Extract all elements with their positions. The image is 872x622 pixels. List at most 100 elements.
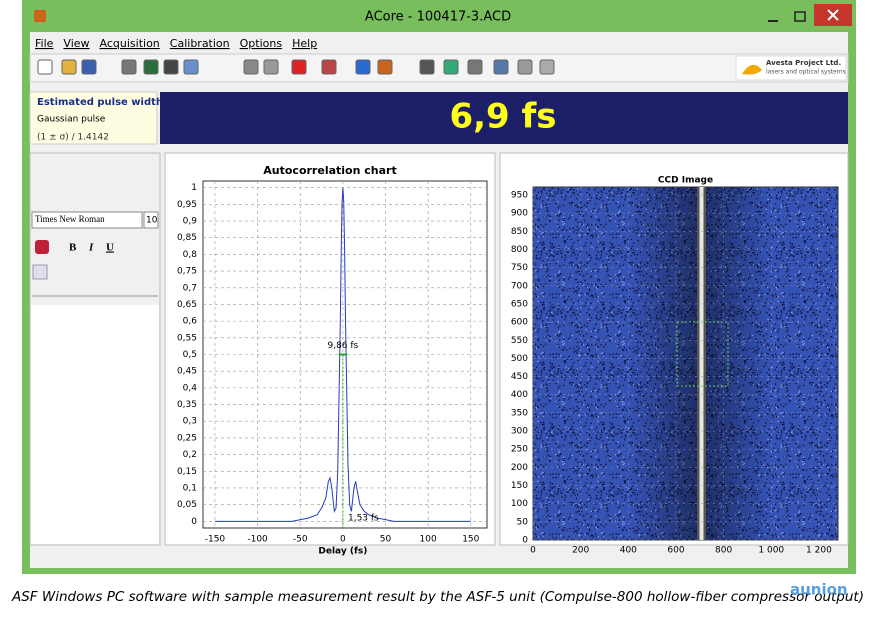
result-display <box>160 92 848 144</box>
toolbar-button[interactable] <box>467 59 483 75</box>
y-tick-label: 0,45 <box>177 367 197 377</box>
logo-name: Avesta Project Ltd. <box>766 59 841 67</box>
y-tick-label: 0 <box>191 517 197 527</box>
editor-text-area[interactable] <box>31 305 159 544</box>
toolbar-button[interactable] <box>143 59 159 75</box>
caption: ASF Windows PC software with sample meas… <box>11 589 864 605</box>
toolbar-button[interactable] <box>183 59 199 75</box>
toolbar-button[interactable] <box>517 59 533 75</box>
font-size: 10 <box>146 216 158 226</box>
toolbar-button[interactable] <box>243 59 259 75</box>
y-tick-label: 600 <box>511 318 528 328</box>
app-icon <box>34 10 46 22</box>
y-tick-label: 0,05 <box>177 500 197 510</box>
pulse-type: Gaussian pulse <box>37 115 106 125</box>
toolbar-button[interactable] <box>355 59 371 75</box>
x-tick-label: 50 <box>380 535 392 545</box>
x-tick-label: 400 <box>620 546 637 556</box>
y-tick-label: 0,95 <box>177 200 197 210</box>
menu-item[interactable]: Calibration <box>170 37 230 50</box>
y-tick-label: 0,8 <box>183 250 198 260</box>
y-tick-label: 400 <box>511 390 528 400</box>
y-tick-label: 0,4 <box>183 383 198 393</box>
menu-item[interactable]: Help <box>292 37 317 50</box>
toolbar-button[interactable] <box>539 59 555 75</box>
annotation: 9,86 fs <box>327 341 358 351</box>
y-tick-label: 0,25 <box>177 433 197 443</box>
y-tick-label: 0,2 <box>183 450 197 460</box>
menu-item[interactable]: Acquisition <box>100 37 160 50</box>
y-tick-label: 300 <box>511 427 528 437</box>
toolbar-button[interactable] <box>443 59 459 75</box>
align-button[interactable] <box>32 264 48 280</box>
y-tick-label: 500 <box>511 354 528 364</box>
y-tick-label: 0 <box>522 536 528 546</box>
toolbar-button[interactable] <box>263 59 279 75</box>
maximize-button[interactable] <box>794 11 806 22</box>
font-name: Times New Roman <box>35 214 105 224</box>
toolbar-button[interactable] <box>419 59 435 75</box>
toolbar-button[interactable] <box>81 59 97 75</box>
y-tick-label: 50 <box>517 517 529 527</box>
toolbar-button[interactable] <box>37 59 53 75</box>
pulse-width-value: 6,9 fs <box>449 97 556 137</box>
y-tick-label: 850 <box>511 227 528 237</box>
y-tick-label: 0,3 <box>183 417 197 427</box>
font-select[interactable] <box>31 211 143 229</box>
x-tick-label: 1 000 <box>758 546 784 556</box>
underline-button[interactable]: U <box>106 242 114 254</box>
x-tick-label: 600 <box>667 546 684 556</box>
toolbar-button[interactable] <box>377 59 393 75</box>
close-icon <box>827 9 839 21</box>
y-tick-label: 0,9 <box>183 217 198 227</box>
y-tick-label: 0,75 <box>177 267 197 277</box>
menu-item[interactable]: Options <box>240 37 283 50</box>
autocorrelation-chart: Autocorrelation chart 0 0,05 0,1 0,15 0,2 0,25… <box>177 164 488 557</box>
x-tick-label: 0 <box>340 535 346 545</box>
y-tick-label: 0,65 <box>177 300 197 310</box>
y-tick-label: 550 <box>511 336 528 346</box>
x-tick-label: 1 200 <box>806 546 832 556</box>
ccd-chart: CCD Image 0 50 100 150 200 250 300 350 400 450 500 5… <box>511 176 839 556</box>
x-tick-label: 150 <box>462 535 479 545</box>
logo-tagline: lasers and optical systems <box>766 69 846 76</box>
y-tick-label: 200 <box>511 463 528 473</box>
toolbar-icons <box>37 59 555 75</box>
result-heading: Estimated pulse width <box>37 97 163 108</box>
menu-item[interactable]: View <box>63 37 89 50</box>
size-select[interactable] <box>143 211 159 229</box>
y-tick-label: 800 <box>511 245 528 255</box>
x-tick-label: 800 <box>715 546 732 556</box>
toolbar-button[interactable] <box>163 59 179 75</box>
beam-stripe <box>699 187 704 540</box>
menu-item[interactable]: File <box>35 37 54 50</box>
y-tick-label: 0,7 <box>183 283 197 293</box>
x-tick-label: 0 <box>530 546 536 556</box>
y-tick-label: 1 <box>191 183 197 193</box>
bold-button[interactable]: B <box>69 242 77 254</box>
toolbar-button[interactable] <box>291 59 307 75</box>
toolbar-button[interactable] <box>321 59 337 75</box>
pulse-formula: (1 ± σ) / 1.4142 <box>37 133 109 143</box>
toolbar-button[interactable] <box>61 59 77 75</box>
x-tick-label: -150 <box>205 535 226 545</box>
y-tick-label: 0,55 <box>177 333 197 343</box>
result-info <box>29 91 158 145</box>
chart-title: Autocorrelation chart <box>263 164 396 177</box>
x-axis-label: Delay (fs) <box>318 547 367 557</box>
toolbar-button[interactable] <box>493 59 509 75</box>
y-tick-label: 950 <box>511 190 528 200</box>
menu-bar: File View Acquisition Calibration Options Hel… <box>35 37 317 50</box>
y-tick-label: 0,6 <box>183 317 198 327</box>
x-tick-label: 100 <box>420 535 437 545</box>
y-tick-label: 0,85 <box>177 233 197 243</box>
annotation: 1,53 fs <box>348 514 379 524</box>
y-tick-label: 0,5 <box>183 350 197 360</box>
toolbar-button[interactable] <box>121 59 137 75</box>
color-button[interactable] <box>35 240 49 254</box>
y-tick-label: 350 <box>511 408 528 418</box>
y-tick-label: 700 <box>511 281 528 291</box>
italic-button[interactable]: I <box>88 242 94 254</box>
